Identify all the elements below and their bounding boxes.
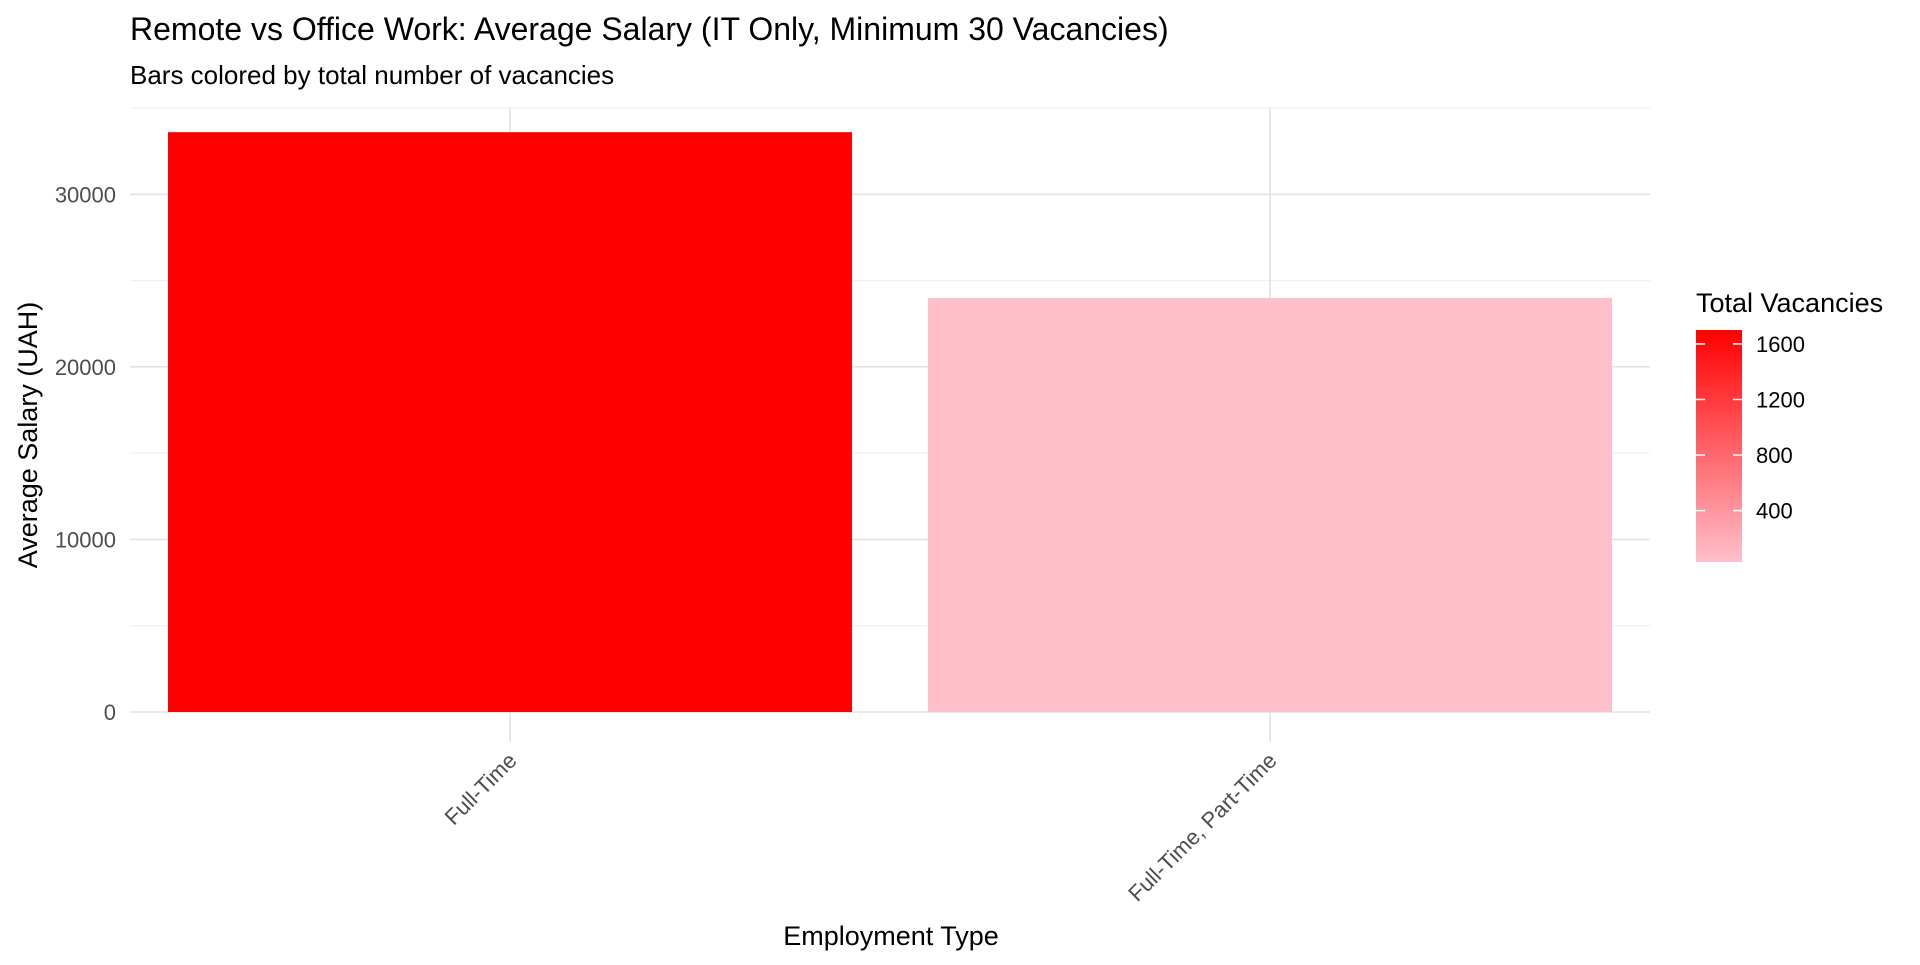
- x-tick-label: Full-Time: [440, 748, 522, 830]
- x-tick-label: Full-Time, Part-Time: [1123, 748, 1281, 906]
- legend-tick-label: 400: [1756, 499, 1793, 524]
- bars: [168, 132, 1612, 712]
- y-tick-label: 20000: [55, 355, 116, 380]
- y-axis-label: Average Salary (UAH): [13, 302, 43, 569]
- y-tick-label: 30000: [55, 182, 116, 207]
- chart-title: Remote vs Office Work: Average Salary (I…: [130, 11, 1169, 47]
- x-axis-label: Employment Type: [783, 921, 999, 951]
- y-tick-label: 0: [104, 700, 116, 725]
- legend-tick-label: 1600: [1756, 332, 1805, 357]
- chart-subtitle: Bars colored by total number of vacancie…: [130, 60, 614, 90]
- legend-tick-label: 1200: [1756, 387, 1805, 412]
- legend-title: Total Vacancies: [1696, 288, 1883, 318]
- y-tick-label: 10000: [55, 527, 116, 552]
- legend-tick-label: 800: [1756, 443, 1793, 468]
- legend-ticks: 400 800 1200 1600: [1696, 332, 1805, 524]
- y-axis-ticks: 0 10000 20000 30000: [55, 182, 116, 725]
- bar: [928, 297, 1612, 712]
- bar: [168, 132, 852, 712]
- x-axis-ticks: Full-Time Full-Time, Part-Time: [440, 748, 1282, 906]
- legend-colorbar: [1696, 330, 1742, 562]
- color-legend: Total Vacancies 400 800 1200 1600: [1696, 288, 1883, 562]
